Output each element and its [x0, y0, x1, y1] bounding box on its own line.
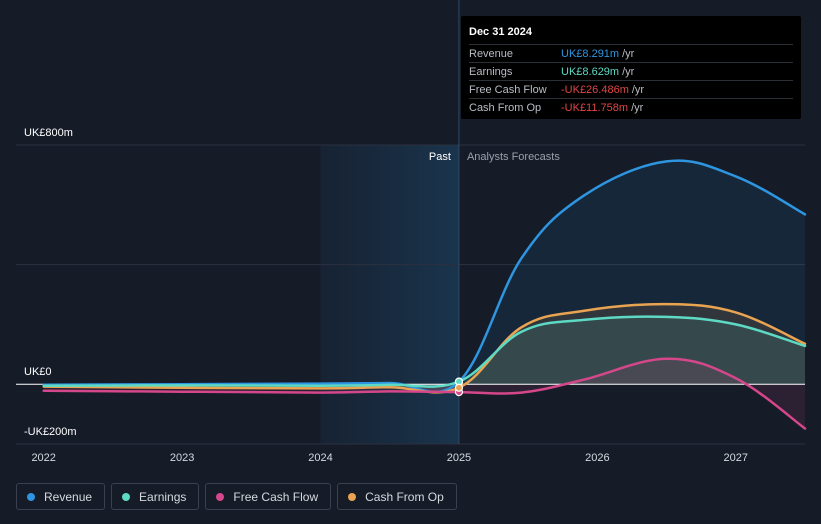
tooltip-row-free-cash-flow: Free Cash Flow -UK£26.486m /yr — [469, 80, 793, 98]
legend-item-earnings[interactable]: Earnings — [111, 483, 200, 510]
forecast-label: Analysts Forecasts — [467, 151, 560, 163]
tooltip-unit: /yr — [631, 101, 644, 114]
legend-dot-icon — [216, 492, 225, 501]
tooltip-value: -UK£26.486m — [561, 83, 629, 96]
legend-label: Cash From Op — [365, 489, 444, 504]
tooltip-label: Revenue — [469, 47, 514, 60]
series-line-free-cash-flow — [42, 357, 807, 430]
tooltip-label: Earnings — [469, 65, 513, 78]
tooltip-row-earnings: Earnings UK£8.629m /yr — [469, 62, 793, 80]
legend-label: Earnings — [139, 489, 187, 504]
tooltip-label: Cash From Op — [469, 101, 542, 114]
data-point-marker — [454, 383, 464, 392]
tooltip-unit: /yr — [631, 83, 645, 96]
tooltip-label: Free Cash Flow — [469, 83, 547, 96]
x-tick-label: 2027 — [724, 452, 748, 464]
tooltip-row-cash-from-op: Cash From Op -UK£11.758m /yr — [469, 98, 793, 116]
legend-item-revenue[interactable]: Revenue — [16, 483, 106, 510]
series-line-cash-from-op — [42, 302, 807, 394]
series-area-free-cash-flow — [43, 358, 805, 429]
x-tick-label: 2025 — [447, 452, 471, 464]
legend-dot-icon — [348, 492, 357, 501]
series-line-earnings — [42, 315, 807, 388]
series-area-revenue — [43, 160, 805, 392]
legend-dot-icon — [27, 492, 35, 501]
y-tick-label: -UK£200m — [24, 426, 77, 438]
legend-item-cash-from-op[interactable]: Cash From Op — [337, 483, 457, 510]
x-tick-label: 2024 — [308, 452, 332, 464]
past-label: Past — [429, 151, 451, 163]
x-tick-label: 2023 — [170, 452, 194, 464]
y-tick-label: UK£800m — [24, 127, 73, 139]
tooltip-date: Dec 31 2024 — [469, 26, 532, 38]
tooltip-unit: /yr — [622, 65, 635, 78]
legend-item-free-cash-flow[interactable]: Free Cash Flow — [205, 483, 332, 510]
tooltip-value: UK£8.629m — [561, 65, 620, 78]
chart-legend: Revenue Earnings Free Cash Flow Cash Fro… — [16, 483, 457, 510]
tooltip-unit: /yr — [622, 47, 635, 60]
x-tick-label: 2026 — [585, 452, 609, 464]
tooltip-value: UK£8.291m — [561, 47, 620, 60]
tooltip-value: -UK£11.758m — [561, 101, 629, 114]
legend-dot-icon — [122, 492, 131, 501]
x-tick-label: 2022 — [31, 452, 55, 464]
series-line-revenue — [42, 159, 807, 394]
legend-label: Free Cash Flow — [233, 489, 319, 504]
tooltip-row-revenue: Revenue UK£8.291m /yr — [469, 44, 793, 62]
legend-label: Revenue — [44, 489, 93, 504]
chart-tooltip: Dec 31 2024 Revenue UK£8.291m /yr Earnin… — [461, 16, 801, 119]
past-region — [320, 145, 459, 444]
y-tick-label: UK£0 — [24, 366, 52, 378]
